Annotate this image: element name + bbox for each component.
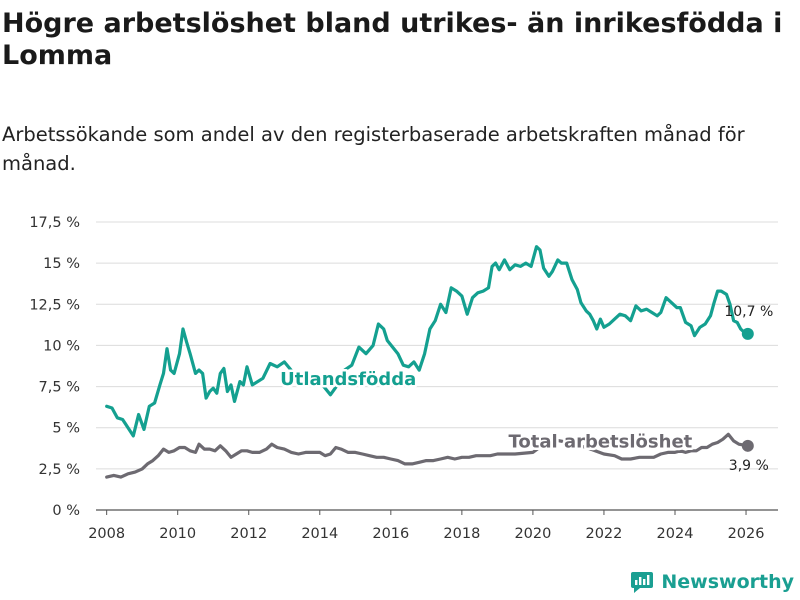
end-value-label-utlandsfodda: 10,7 % [724, 304, 773, 320]
end-marker-utlandsfodda [741, 327, 754, 340]
end-value-label-total: 3,9 % [729, 458, 769, 474]
y-tick-label: 2,5 % [39, 462, 80, 478]
x-tick-label: 2008 [88, 526, 125, 542]
y-tick-label: 7,5 % [39, 380, 80, 396]
x-tick-label: 2010 [159, 526, 196, 542]
x-tick-label: 2016 [372, 526, 409, 542]
series-line-utlandsfodda [105, 245, 750, 438]
x-tick-label: 2026 [728, 526, 765, 542]
series-line-total [105, 432, 750, 479]
chart-subtitle: Arbetssökande som andel av den registerb… [2, 123, 745, 175]
x-tick-label: 2012 [230, 526, 267, 542]
newsworthy-logo-icon [631, 572, 654, 593]
series-label-utlandsfodda: Utlandsfödda [280, 369, 416, 390]
series-label-total: Total arbetslöshet [509, 431, 693, 452]
x-tick-label: 2022 [585, 526, 622, 542]
chart-title: Högre arbetslöshet bland utrikes- än inr… [2, 8, 783, 71]
y-tick-label: 5 % [52, 421, 80, 437]
x-tick-label: 2024 [657, 526, 694, 542]
end-marker-total [741, 439, 754, 452]
brand-logo: Newsworthy [630, 570, 794, 594]
y-tick-label: 12,5 % [29, 297, 80, 313]
y-tick-label: 15 % [43, 256, 80, 272]
x-tick-label: 2018 [443, 526, 480, 542]
y-tick-label: 10 % [43, 338, 80, 354]
y-tick-label: 17,5 % [29, 215, 80, 231]
x-tick-label: 2014 [301, 526, 338, 542]
x-tick-label: 2020 [514, 526, 551, 542]
brand-name: Newsworthy [661, 571, 794, 593]
y-tick-label: 0 % [52, 503, 80, 519]
